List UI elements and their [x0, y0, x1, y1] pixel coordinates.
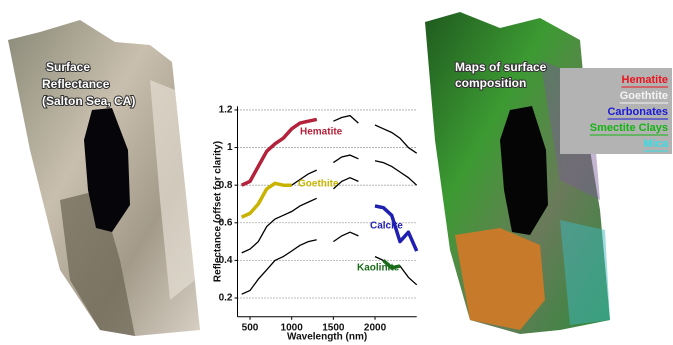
series-label: Goethite	[298, 179, 339, 190]
image-label: Maps of surface	[455, 60, 547, 74]
x-axis-title: Wavelength (nm)	[287, 332, 367, 343]
image-label: Reflectance	[42, 77, 110, 91]
legend-item: Smectite Clays	[590, 122, 668, 134]
legend-item: Goethtite	[620, 90, 668, 102]
figure: 0.20.40.60.811.2500100015002000Wavelengt…	[0, 0, 673, 345]
legend-item: Hematite	[622, 74, 668, 86]
series-label: Kaolinite	[357, 263, 400, 274]
y-tick-label: 1.2	[219, 105, 233, 116]
y-tick-label: 1	[227, 142, 233, 153]
image-label: composition	[455, 76, 526, 90]
spectrum-highlight	[242, 183, 292, 217]
y-axis-title: Reflectance (offset for clarity)	[213, 141, 224, 282]
x-tick-label: 500	[242, 322, 259, 333]
y-tick-label: 0.2	[219, 293, 233, 304]
legend-item: Mica	[644, 138, 669, 150]
image-label: Surface	[46, 60, 90, 74]
legend-item: Carbonates	[607, 106, 668, 118]
series-label: Hematite	[300, 127, 343, 138]
image-label: (Salton Sea, CA)	[42, 94, 135, 108]
series-label: Calcite	[370, 221, 403, 232]
x-tick-label: 2000	[364, 322, 387, 333]
reflectance-image	[8, 20, 200, 336]
